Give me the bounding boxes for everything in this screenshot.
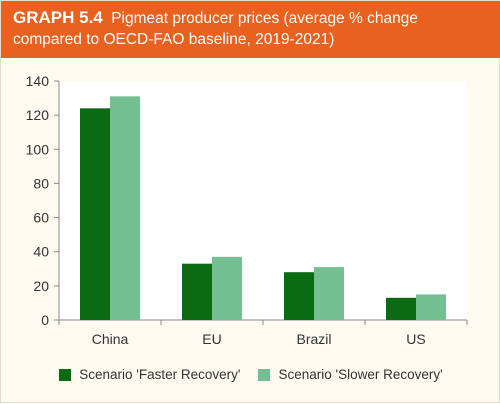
x-tick-label-china: China	[92, 331, 129, 347]
y-tick-label: 80	[33, 175, 49, 191]
legend-item-slower: Scenario 'Slower Recovery'	[258, 367, 443, 382]
chart-title: Pigmeat producer prices (average % chang…	[13, 10, 418, 48]
bar-eu-slower	[212, 256, 242, 320]
bar-china-faster	[80, 108, 110, 320]
chart-header: GRAPH 5.4 Pigmeat producer prices (avera…	[1, 1, 500, 58]
legend-swatch-slower	[258, 368, 271, 381]
legend-label-faster: Scenario 'Faster Recovery'	[79, 367, 241, 382]
legend-item-faster: Scenario 'Faster Recovery'	[59, 367, 240, 382]
bar-us-faster	[386, 297, 416, 320]
bar-brazil-faster	[284, 272, 314, 320]
y-tick-label: 60	[33, 210, 49, 226]
y-tick-label: 140	[26, 73, 50, 89]
bar-eu-faster	[182, 263, 212, 320]
y-tick-label: 20	[33, 278, 49, 294]
y-tick-label: 100	[26, 141, 50, 157]
legend-label-slower: Scenario 'Slower Recovery'	[278, 367, 443, 382]
x-tick-label-brazil: Brazil	[296, 331, 331, 347]
x-tick-label-eu: EU	[202, 331, 221, 347]
bar-china-slower	[110, 96, 140, 320]
graph-label: GRAPH 5.4	[13, 8, 103, 27]
y-tick-label: 120	[26, 107, 50, 123]
bar-brazil-slower	[314, 267, 344, 320]
x-tick-label-us: US	[406, 331, 425, 347]
legend: Scenario 'Faster Recovery' Scenario 'Slo…	[1, 367, 500, 382]
y-tick-label: 0	[41, 312, 49, 328]
y-tick-label: 40	[33, 244, 49, 260]
legend-swatch-faster	[59, 368, 72, 381]
bar-us-slower	[416, 294, 446, 320]
